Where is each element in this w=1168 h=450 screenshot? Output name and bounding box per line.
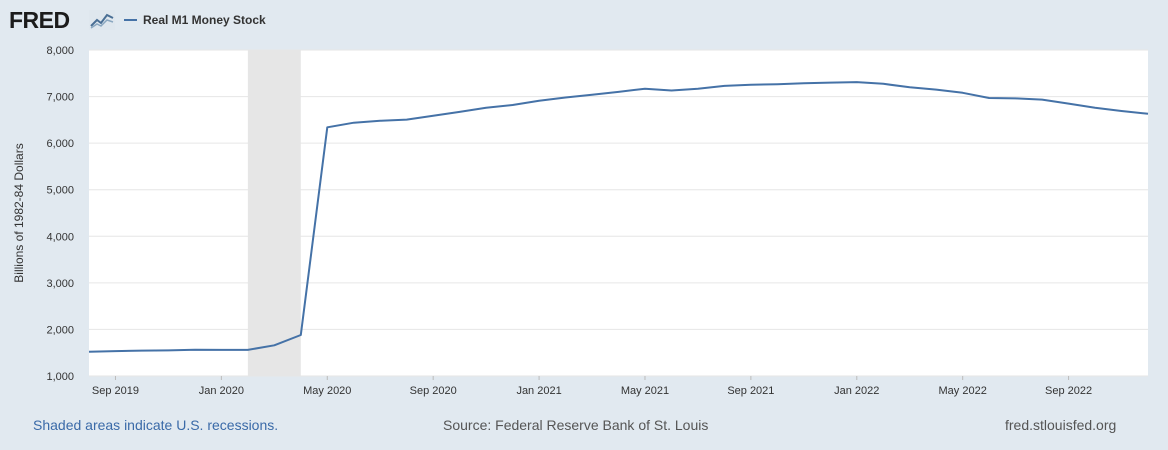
y-tick-label: 4,000 (46, 231, 74, 243)
trend-line-icon (89, 10, 115, 30)
y-tick-label: 8,000 (46, 45, 74, 57)
x-tick-label: May 2021 (621, 385, 669, 397)
source-text: Source: Federal Reserve Bank of St. Loui… (443, 417, 709, 433)
x-tick-label: Sep 2022 (1045, 385, 1092, 397)
y-tick-label: 6,000 (46, 138, 74, 150)
legend-swatch (124, 19, 137, 21)
x-tick-label: Jan 2021 (516, 385, 561, 397)
x-tick-label: Sep 2021 (727, 385, 774, 397)
x-tick-label: Sep 2019 (92, 385, 139, 397)
x-tick-label: Jan 2022 (834, 385, 879, 397)
legend-label: Real M1 Money Stock (143, 13, 266, 27)
y-tick-label: 2,000 (46, 324, 74, 336)
legend[interactable]: Real M1 Money Stock (124, 13, 266, 27)
y-tick-label: 1,000 (46, 371, 74, 383)
x-tick-label: Sep 2020 (410, 385, 457, 397)
site-link[interactable]: fred.stlouisfed.org (1005, 417, 1117, 433)
series-line (88, 81, 1149, 353)
x-tick-label: May 2022 (939, 385, 987, 397)
y-tick-label: 3,000 (46, 278, 74, 290)
x-tick-label: Jan 2020 (199, 385, 244, 397)
recession-note: Shaded areas indicate U.S. recessions. (33, 417, 279, 433)
y-tick-label: 7,000 (46, 92, 74, 104)
x-tick-label: May 2020 (303, 385, 351, 397)
y-tick-label: 5,000 (46, 185, 74, 197)
y-axis-title: Billions of 1982-84 Dollars (12, 143, 26, 282)
recession-band (247, 50, 301, 376)
fred-logo[interactable]: FRED (9, 7, 70, 33)
